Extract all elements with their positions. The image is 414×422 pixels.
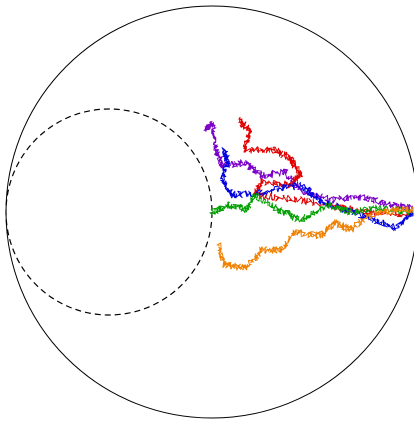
random-walk-path-1	[203, 120, 414, 212]
random-walk-path-4	[209, 192, 413, 223]
random-walk-path-3	[220, 147, 414, 232]
random-walk-path-5	[216, 206, 414, 271]
inner-circle-dashed	[5, 108, 213, 316]
random-walk-paths	[203, 116, 414, 271]
